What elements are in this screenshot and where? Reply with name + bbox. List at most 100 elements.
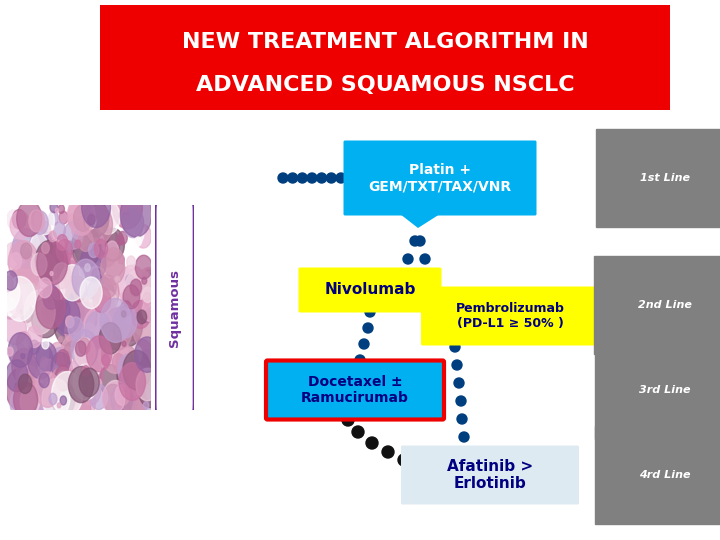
Circle shape — [37, 241, 68, 285]
Circle shape — [100, 299, 131, 342]
Circle shape — [35, 207, 55, 235]
Circle shape — [32, 211, 48, 234]
Circle shape — [77, 215, 91, 235]
Circle shape — [30, 231, 53, 262]
Circle shape — [115, 384, 130, 405]
Circle shape — [17, 248, 42, 283]
FancyBboxPatch shape — [401, 446, 579, 504]
Circle shape — [17, 332, 32, 353]
Circle shape — [144, 349, 151, 360]
Circle shape — [38, 244, 45, 254]
Circle shape — [6, 203, 28, 235]
Circle shape — [80, 214, 86, 222]
Circle shape — [104, 279, 116, 297]
Circle shape — [26, 248, 41, 269]
Circle shape — [130, 279, 142, 295]
Circle shape — [91, 302, 116, 338]
Circle shape — [68, 294, 73, 302]
Circle shape — [435, 289, 445, 299]
Circle shape — [38, 278, 52, 298]
Circle shape — [446, 469, 458, 481]
Text: ADVANCED SQUAMOUS NSCLC: ADVANCED SQUAMOUS NSCLC — [196, 75, 575, 95]
Circle shape — [9, 240, 38, 284]
Circle shape — [68, 195, 95, 235]
Circle shape — [118, 232, 127, 245]
Circle shape — [452, 360, 462, 370]
Circle shape — [420, 254, 430, 264]
Circle shape — [10, 211, 30, 239]
Circle shape — [122, 341, 126, 347]
Circle shape — [82, 366, 89, 376]
Circle shape — [71, 329, 98, 368]
Circle shape — [98, 308, 112, 328]
Text: 1st Line: 1st Line — [640, 173, 690, 183]
Circle shape — [16, 359, 39, 392]
Circle shape — [68, 301, 96, 341]
Circle shape — [450, 342, 460, 352]
Text: Nivolumab: Nivolumab — [324, 282, 415, 298]
Circle shape — [342, 414, 354, 426]
Circle shape — [63, 304, 67, 310]
Circle shape — [107, 232, 114, 242]
Circle shape — [30, 235, 60, 278]
Circle shape — [51, 352, 71, 380]
Circle shape — [56, 349, 69, 368]
Circle shape — [12, 228, 40, 268]
Circle shape — [144, 346, 154, 360]
Circle shape — [103, 316, 111, 328]
Circle shape — [73, 205, 92, 231]
Circle shape — [4, 313, 27, 345]
Circle shape — [136, 368, 159, 401]
Circle shape — [56, 257, 68, 275]
Circle shape — [148, 359, 152, 363]
Circle shape — [91, 268, 102, 283]
Circle shape — [111, 384, 132, 415]
Circle shape — [135, 337, 160, 372]
Circle shape — [99, 254, 105, 262]
Circle shape — [27, 326, 42, 348]
Circle shape — [8, 286, 30, 316]
Circle shape — [69, 357, 92, 390]
Circle shape — [81, 364, 91, 380]
Circle shape — [53, 298, 70, 322]
Circle shape — [76, 199, 104, 238]
Circle shape — [143, 402, 149, 409]
Circle shape — [32, 210, 44, 227]
Circle shape — [43, 245, 70, 284]
Circle shape — [143, 376, 148, 382]
Circle shape — [101, 251, 125, 285]
Circle shape — [32, 299, 59, 338]
Circle shape — [12, 210, 26, 229]
Circle shape — [138, 372, 163, 408]
Circle shape — [81, 339, 91, 355]
Circle shape — [58, 337, 63, 342]
Circle shape — [49, 211, 58, 225]
Circle shape — [14, 382, 37, 417]
Circle shape — [93, 287, 111, 313]
Circle shape — [112, 187, 143, 229]
Circle shape — [42, 379, 70, 418]
Text: 2nd Line: 2nd Line — [638, 300, 692, 310]
Circle shape — [9, 333, 32, 367]
Circle shape — [81, 361, 84, 366]
Circle shape — [102, 354, 109, 366]
Circle shape — [38, 386, 69, 430]
Circle shape — [9, 343, 26, 368]
Circle shape — [102, 334, 129, 373]
Circle shape — [6, 368, 37, 411]
Circle shape — [73, 338, 102, 381]
Circle shape — [130, 279, 143, 296]
Circle shape — [20, 387, 40, 415]
Circle shape — [74, 302, 97, 334]
Circle shape — [135, 399, 147, 415]
Circle shape — [116, 398, 123, 408]
Circle shape — [118, 255, 125, 264]
Circle shape — [112, 354, 125, 371]
Circle shape — [63, 341, 81, 366]
Circle shape — [46, 220, 54, 231]
Circle shape — [73, 244, 79, 253]
Circle shape — [47, 347, 76, 389]
Circle shape — [125, 275, 134, 286]
Circle shape — [18, 374, 32, 394]
Circle shape — [85, 311, 111, 348]
